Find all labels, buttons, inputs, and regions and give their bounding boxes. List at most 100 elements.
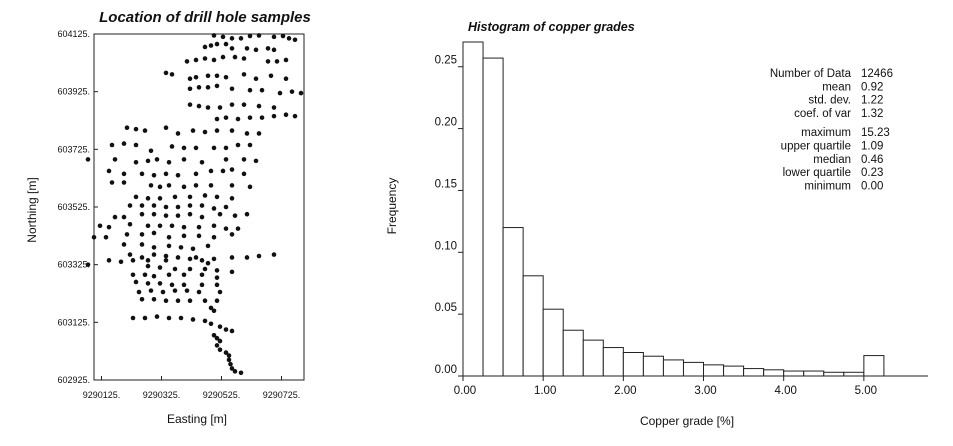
scatter-point: [205, 260, 211, 266]
scatter-point: [187, 298, 193, 304]
scatter-point: [271, 47, 277, 53]
stat-label: std. dev.: [808, 95, 851, 107]
scatter-point: [157, 281, 163, 286]
scatter-point: [196, 103, 202, 109]
scatter-point: [241, 157, 247, 162]
scatter-point: [106, 258, 112, 263]
scatter-point: [157, 223, 163, 229]
histogram-y-tick-label: 0.15: [435, 178, 457, 190]
scatter-y-tick-label: 602925.: [57, 375, 90, 385]
histogram-bar: [843, 371, 865, 377]
scatter-y-tick-label: 603725.: [57, 144, 90, 154]
histogram-title: Histogram of copper grades: [468, 20, 635, 34]
scatter-point: [241, 171, 247, 177]
scatter-point: [223, 157, 229, 162]
scatter-point: [199, 282, 205, 288]
histogram-x-tick-label: 2.00: [614, 385, 636, 397]
scatter-title: Location of drill hole samples: [99, 9, 311, 26]
scatter-point: [235, 142, 241, 148]
scatter-point: [169, 282, 175, 288]
scatter-point: [214, 83, 220, 89]
scatter-point: [244, 255, 250, 260]
scatter-point: [214, 41, 220, 47]
scatter-point: [133, 126, 139, 132]
scatter-point: [91, 234, 97, 240]
scatter-point: [121, 242, 127, 247]
scatter-point: [229, 183, 235, 188]
scatter-point: [133, 279, 139, 285]
scatter-point: [211, 145, 217, 151]
scatter-point: [253, 158, 259, 164]
scatter-point: [145, 281, 151, 286]
stat-label: lower quartile: [783, 167, 851, 179]
scatter-point: [163, 298, 169, 304]
scatter-point: [229, 366, 235, 371]
scatter-point: [229, 196, 235, 201]
scatter-point: [163, 204, 169, 210]
scatter-point: [139, 211, 145, 217]
scatter-point: [220, 168, 226, 174]
scatter-point: [184, 59, 190, 64]
scatter-point: [223, 74, 229, 80]
scatter-point: [247, 115, 253, 120]
scatter-point: [175, 172, 181, 178]
scatter-point: [142, 315, 148, 321]
scatter-point: [109, 142, 115, 148]
scatter-chart: Location of drill hole samples 602925. 60…: [25, 9, 311, 426]
scatter-point: [223, 226, 229, 231]
scatter-point: [256, 103, 262, 109]
scatter-point: [214, 73, 220, 79]
scatter-point: [145, 263, 151, 269]
scatter-point: [187, 86, 193, 92]
scatter-point: [238, 370, 244, 376]
scatter-point: [244, 131, 250, 136]
scatter-point: [106, 168, 112, 174]
scatter-point: [228, 361, 233, 367]
histogram-bar: [662, 359, 684, 377]
scatter-point: [229, 86, 235, 92]
histogram-bar: [482, 57, 504, 377]
scatter-point: [211, 33, 217, 38]
scatter-point: [121, 180, 127, 185]
scatter-point: [175, 298, 181, 304]
scatter-point: [124, 125, 130, 131]
scatter-x-axis: 9290125. 9290325. 9290525. 9290725.: [83, 376, 300, 400]
scatter-point: [142, 272, 148, 278]
scatter-point: [160, 289, 166, 295]
scatter-x-tick-label: 9290325.: [143, 390, 181, 400]
scatter-point: [193, 183, 199, 188]
stat-value: 12466: [861, 68, 893, 80]
scatter-point: [280, 33, 286, 39]
scatter-point: [196, 224, 202, 230]
histogram-chart: Histogram of copper grades 0.000.050.100…: [385, 20, 928, 428]
scatter-point: [202, 318, 208, 324]
scatter-point: [178, 245, 184, 250]
histogram-statistics: Number of Data 12466 mean 0.92 std. dev. 1.22…: [770, 68, 893, 192]
stat-value: 1.32: [861, 108, 883, 120]
histogram-bar: [622, 351, 644, 377]
scatter-point: [256, 131, 262, 136]
scatter-point: [214, 298, 220, 304]
scatter-point: [151, 273, 157, 279]
scatter-point: [190, 317, 196, 322]
scatter-point: [214, 343, 220, 348]
scatter-point: [175, 213, 181, 218]
scatter-point: [208, 305, 214, 311]
scatter-point: [226, 357, 232, 363]
scatter-point: [193, 57, 199, 63]
scatter-point: [283, 76, 289, 81]
scatter-point: [211, 223, 217, 229]
scatter-point: [187, 266, 193, 272]
scatter-point: [208, 168, 214, 174]
scatter-point: [229, 128, 235, 133]
histogram-bar: [682, 361, 705, 377]
scatter-point: [181, 282, 187, 288]
scatter-point: [127, 203, 133, 208]
scatter-point: [151, 230, 157, 236]
scatter-point: [193, 74, 199, 80]
scatter-point: [169, 72, 175, 77]
histogram-bar: [823, 371, 845, 377]
scatter-point: [151, 252, 157, 257]
scatter-point: [145, 258, 151, 263]
scatter-point: [208, 321, 214, 327]
